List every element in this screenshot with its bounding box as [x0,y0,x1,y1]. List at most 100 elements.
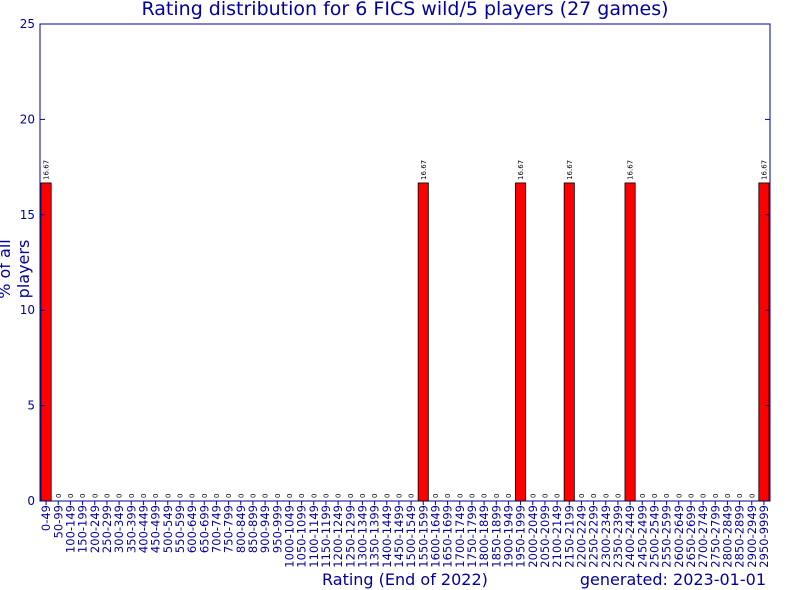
x-tick-label: 1300-1349 [355,505,369,568]
x-tick-label: 400-449 [136,505,150,553]
x-tick-label: 1200-1249 [331,505,345,568]
bar-value-label: 0 [225,494,233,498]
bar-labels: 16.670 0 0 0 0 0 0 0 0 0 0 0 0 0 0 0 0 0 0 0 0 0 0 0 0 0 0 0 0 016.67… [43,160,769,498]
bar-value-label: 0 [468,494,476,498]
bar-value-label: 0 [237,494,245,498]
bar-value-label: 0 [201,494,209,498]
bar-value-label: 0 [79,494,87,498]
bar-value-label: 0 [213,494,221,498]
x-tick-label: 950-999 [270,505,284,553]
x-tick-label: 900-949 [258,505,272,553]
y-axis: 0 5 10 15 20 25 [20,17,770,508]
x-axis: 0-4950-99100-149150-199200-249250-299300… [39,501,771,568]
x-tick-label: 2700-2749 [696,505,710,568]
x-tick-label: 100-149 [63,505,77,553]
x-tick-label: 550-599 [173,505,187,553]
x-tick-label: 500-549 [161,505,175,553]
x-tick-label: 1100-1149 [307,505,321,568]
bar-value-label: 0 [481,494,489,498]
bar-value-label: 0 [91,494,99,498]
bar-value-label: 16.67 [420,160,428,180]
bar-value-label: 0 [128,494,136,498]
bar-value-label: 0 [395,494,403,498]
x-tick-label: 600-649 [185,505,199,553]
x-tick-label: 350-399 [124,505,138,553]
bar-value-label: 0 [663,494,671,498]
y-tick-label: 10 [20,303,35,317]
x-tick-label: 2250-2299 [587,505,601,568]
bar-value-label: 0 [724,494,732,498]
x-tick-label: 2350-2399 [611,505,625,568]
y-tick-label: 25 [20,17,35,31]
x-tick-label: 1150-1199 [319,505,333,568]
x-tick-label: 2200-2249 [574,505,588,568]
bar-value-label: 0 [383,494,391,498]
bar-value-label: 0 [286,494,294,498]
x-tick-label: 1550-1599 [416,505,430,568]
x-tick-label: 1450-1499 [392,505,406,568]
x-tick-label: 2050-2099 [538,505,552,568]
bar-value-label: 0 [700,494,708,498]
x-tick-label: 1750-1799 [465,505,479,568]
bar-value-label: 16.67 [760,160,768,180]
x-tick-label: 2400-2449 [623,505,637,568]
bar-value-label: 0 [189,494,197,498]
x-axis-label: Rating (End of 2022) [322,570,488,589]
x-tick-label: 1600-1649 [428,505,442,568]
x-tick-label: 2950-9999 [757,505,771,568]
bar-value-label: 0 [140,494,148,498]
x-tick-label: 700-749 [209,505,223,553]
x-tick-label: 1250-1299 [343,505,357,568]
x-tick-label: 1350-1399 [368,505,382,568]
bar [563,182,575,502]
bars [40,182,770,502]
x-tick-label: 200-249 [88,505,102,553]
bar-value-label: 0 [310,494,318,498]
x-tick-label: 800-849 [234,505,248,553]
y-tick-label: 0 [27,494,35,508]
bar [515,182,527,502]
bar-value-label: 0 [67,494,75,498]
bar-value-label: 0 [590,494,598,498]
bar-value-label: 0 [274,494,282,498]
bar-value-label: 0 [505,494,513,498]
bar-value-label: 16.67 [517,160,525,180]
x-tick-label: 2450-2499 [635,505,649,568]
bar-value-label: 0 [748,494,756,498]
bar-value-label: 0 [298,494,306,498]
bar-value-label: 0 [152,494,160,498]
x-tick-label: 2150-2199 [562,505,576,568]
x-tick-label: 1650-1699 [441,505,455,568]
bar-value-label: 0 [639,494,647,498]
x-tick-label: 650-699 [197,505,211,553]
bar-value-label: 0 [55,494,63,498]
y-tick-label: 15 [20,208,35,222]
bar-value-label: 0 [432,494,440,498]
bar-value-label: 0 [103,494,111,498]
bar-value-label: 0 [359,494,367,498]
bar [758,182,770,502]
x-tick-label: 2750-2799 [708,505,722,568]
bar-value-label: 0 [493,494,501,498]
generated-date: generated: 2023-01-01 [579,570,766,589]
x-tick-label: 0-49 [39,505,53,531]
bar [40,182,52,502]
plot-border [39,23,771,502]
x-tick-label: 2550-2599 [660,505,674,568]
x-tick-label: 50-99 [51,505,65,538]
x-tick-label: 1950-1999 [514,505,528,568]
x-tick-label: 1500-1549 [404,505,418,568]
bar-value-label: 0 [541,494,549,498]
bar-value-label: 0 [651,494,659,498]
bar-value-label: 0 [687,494,695,498]
x-tick-label: 1400-1449 [380,505,394,568]
x-tick-label: 2650-2699 [684,505,698,568]
bar-value-label: 0 [554,494,562,498]
chart-title: Rating distribution for 6 FICS wild/5 pl… [141,0,669,20]
bar-value-label: 0 [529,494,537,498]
x-tick-label: 2850-2899 [733,505,747,568]
x-tick-label: 300-349 [112,505,126,553]
y-tick-label: 5 [27,399,35,413]
x-tick-label: 2000-2049 [526,505,540,568]
